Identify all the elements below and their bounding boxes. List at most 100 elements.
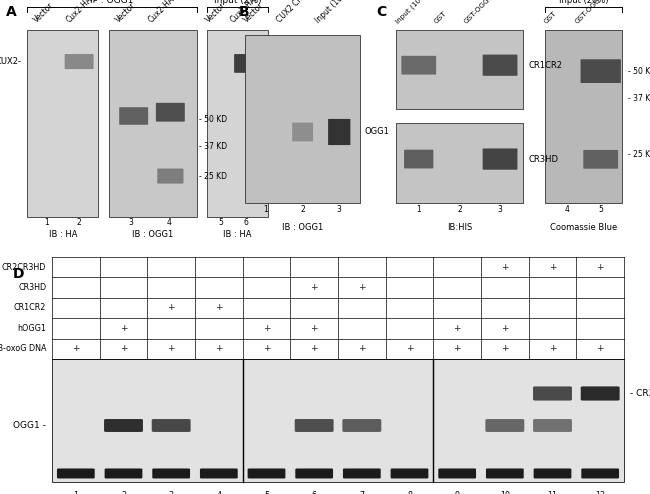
Text: +: + bbox=[120, 344, 127, 353]
Text: OGG1 -: OGG1 - bbox=[14, 421, 46, 430]
Text: +: + bbox=[358, 283, 365, 292]
Text: Input (20%): Input (20%) bbox=[559, 0, 608, 5]
Text: +: + bbox=[72, 344, 79, 353]
Text: IB : HA: IB : HA bbox=[223, 230, 252, 239]
Text: +: + bbox=[311, 344, 318, 353]
Text: +: + bbox=[501, 324, 508, 333]
Bar bbox=[545, 30, 623, 203]
Text: GST: GST bbox=[433, 10, 448, 25]
Bar bbox=[27, 30, 98, 217]
FancyBboxPatch shape bbox=[486, 468, 524, 479]
Text: +: + bbox=[597, 263, 604, 272]
Bar bbox=[396, 124, 523, 203]
Text: - 37 KD: - 37 KD bbox=[200, 141, 227, 151]
Text: CR2CR3HD: CR2CR3HD bbox=[2, 263, 46, 272]
Text: Input (10%): Input (10%) bbox=[394, 0, 429, 25]
Text: IB : OGG1: IB : OGG1 bbox=[282, 223, 323, 232]
Text: - 37 KD: - 37 KD bbox=[628, 94, 650, 103]
FancyBboxPatch shape bbox=[343, 468, 381, 479]
Text: Input (100%): Input (100%) bbox=[313, 0, 355, 25]
FancyBboxPatch shape bbox=[483, 148, 517, 170]
FancyBboxPatch shape bbox=[581, 468, 619, 479]
Text: +: + bbox=[168, 344, 175, 353]
Text: A: A bbox=[5, 5, 16, 19]
FancyBboxPatch shape bbox=[295, 468, 333, 479]
Text: Coomassie Blue: Coomassie Blue bbox=[550, 223, 618, 232]
Text: 3: 3 bbox=[498, 206, 502, 214]
Text: +: + bbox=[215, 344, 222, 353]
Text: +: + bbox=[454, 344, 461, 353]
Text: GST-OGG1: GST-OGG1 bbox=[463, 0, 495, 25]
Text: +: + bbox=[501, 344, 508, 353]
Text: Cux2-HA: Cux2-HA bbox=[228, 0, 258, 25]
Text: +: + bbox=[311, 283, 318, 292]
Text: +: + bbox=[120, 324, 127, 333]
Text: 6: 6 bbox=[311, 492, 317, 494]
FancyBboxPatch shape bbox=[404, 150, 434, 168]
Text: CUX2-: CUX2- bbox=[0, 57, 22, 66]
Text: 3: 3 bbox=[168, 492, 174, 494]
Text: 12: 12 bbox=[595, 492, 605, 494]
Text: - 50 KD: - 50 KD bbox=[628, 67, 650, 76]
Text: - 25 KD: - 25 KD bbox=[628, 150, 650, 159]
Text: CR1CR2: CR1CR2 bbox=[528, 61, 562, 70]
Text: - 25 KD: - 25 KD bbox=[200, 171, 227, 181]
Text: +: + bbox=[501, 263, 508, 272]
Text: +: + bbox=[263, 324, 270, 333]
Text: IB:HIS: IB:HIS bbox=[447, 223, 472, 232]
Text: IB : OGG1: IB : OGG1 bbox=[132, 230, 174, 239]
FancyBboxPatch shape bbox=[119, 107, 148, 125]
FancyBboxPatch shape bbox=[343, 419, 382, 432]
FancyBboxPatch shape bbox=[64, 54, 94, 69]
Text: Cux2-HA: Cux2-HA bbox=[64, 0, 94, 25]
Text: 10: 10 bbox=[500, 492, 510, 494]
Text: GST-OGG1: GST-OGG1 bbox=[574, 0, 605, 25]
FancyBboxPatch shape bbox=[483, 55, 517, 76]
Text: 4: 4 bbox=[167, 218, 172, 227]
FancyBboxPatch shape bbox=[104, 419, 143, 432]
FancyBboxPatch shape bbox=[152, 468, 190, 479]
FancyBboxPatch shape bbox=[292, 123, 313, 141]
Text: +: + bbox=[549, 344, 556, 353]
FancyBboxPatch shape bbox=[438, 468, 476, 479]
Text: 4: 4 bbox=[564, 206, 569, 214]
Text: 8-oxoG DNA: 8-oxoG DNA bbox=[0, 344, 46, 353]
Bar bbox=[246, 35, 360, 203]
Text: IB : HA: IB : HA bbox=[49, 230, 77, 239]
Bar bbox=[52, 359, 624, 482]
Text: IP : OGG1: IP : OGG1 bbox=[90, 0, 134, 5]
Text: +: + bbox=[549, 263, 556, 272]
FancyBboxPatch shape bbox=[234, 54, 268, 73]
Text: - 50 KD: - 50 KD bbox=[200, 115, 227, 124]
FancyBboxPatch shape bbox=[391, 468, 428, 479]
FancyBboxPatch shape bbox=[533, 419, 572, 432]
Bar bbox=[109, 30, 196, 217]
Text: OGG1: OGG1 bbox=[364, 127, 389, 136]
Text: 6: 6 bbox=[243, 218, 248, 227]
Text: Vector: Vector bbox=[32, 1, 55, 25]
Text: D: D bbox=[13, 267, 25, 281]
Text: 9: 9 bbox=[454, 492, 460, 494]
Text: 11: 11 bbox=[547, 492, 558, 494]
Text: 4: 4 bbox=[216, 492, 222, 494]
Text: CR1CR2: CR1CR2 bbox=[14, 303, 46, 313]
Text: Vector: Vector bbox=[242, 1, 266, 25]
Text: 1: 1 bbox=[73, 492, 79, 494]
Text: CR3HD: CR3HD bbox=[18, 283, 46, 292]
Text: C: C bbox=[376, 5, 387, 19]
FancyBboxPatch shape bbox=[105, 468, 142, 479]
Text: +: + bbox=[597, 344, 604, 353]
Text: GST: GST bbox=[543, 10, 558, 25]
FancyBboxPatch shape bbox=[200, 468, 238, 479]
Text: 1: 1 bbox=[44, 218, 49, 227]
Text: 8: 8 bbox=[407, 492, 412, 494]
Text: +: + bbox=[406, 344, 413, 353]
FancyBboxPatch shape bbox=[151, 419, 190, 432]
Text: 2: 2 bbox=[300, 206, 305, 214]
Text: - CR2CR3HD: - CR2CR3HD bbox=[630, 389, 650, 398]
Bar bbox=[207, 30, 268, 217]
Text: 2: 2 bbox=[77, 218, 81, 227]
Bar bbox=[52, 359, 624, 482]
FancyBboxPatch shape bbox=[156, 103, 185, 122]
Text: 2: 2 bbox=[121, 492, 126, 494]
